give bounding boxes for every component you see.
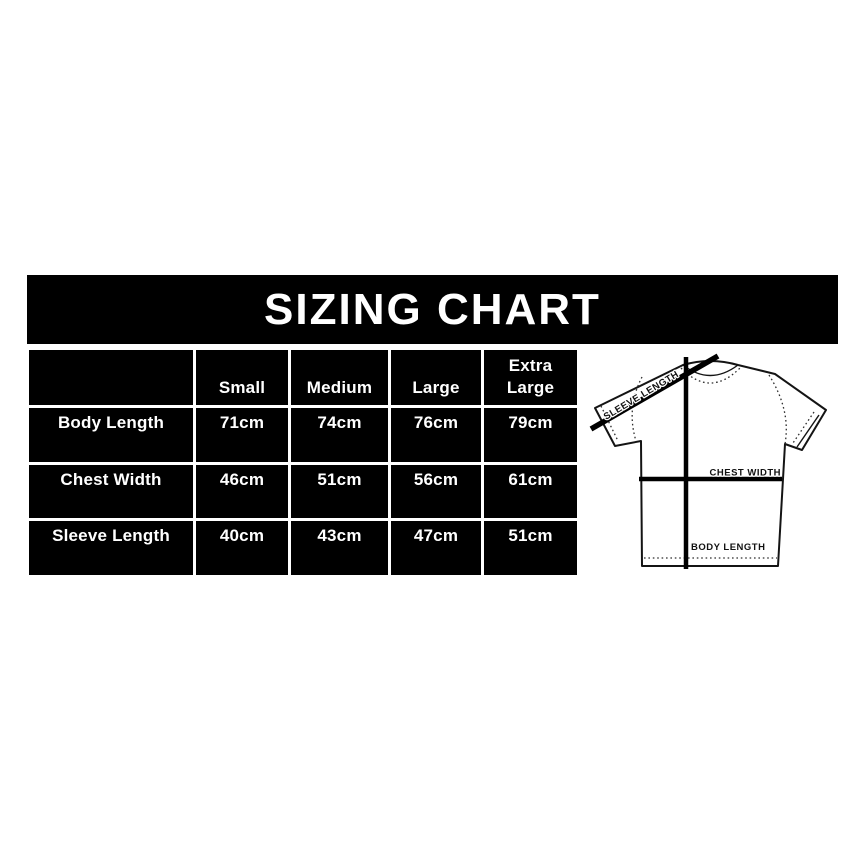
tshirt-outline [594, 360, 827, 567]
col-header-large: Large [391, 350, 481, 405]
cell-chest-width-extra-large: 61cm [484, 465, 577, 518]
body-length-label: BODY LENGTH [691, 542, 765, 553]
cell-sleeve-length-large: 47cm [391, 521, 481, 575]
size-table: Small Medium Large Extra Large Body Leng… [29, 350, 577, 575]
col-header-small: Small [196, 350, 288, 405]
sizing-chart-banner: SIZING CHART [27, 275, 838, 344]
cell-sleeve-length-small: 40cm [196, 521, 288, 575]
cell-chest-width-small: 46cm [196, 465, 288, 518]
right-cuff-stitch [792, 411, 815, 444]
cell-sleeve-length-medium: 43cm [291, 521, 388, 575]
cell-body-length-small: 71cm [196, 408, 288, 462]
tshirt-measurement-diagram: SLEEVE LENGTH CHEST WIDTH BODY LENGTH [589, 353, 827, 569]
row-label-sleeve-length: Sleeve Length [29, 521, 193, 575]
table-corner-cell [29, 350, 193, 405]
sleeve-length-line [589, 353, 720, 432]
right-cuff-hem [796, 414, 820, 448]
cell-chest-width-medium: 51cm [291, 465, 388, 518]
chest-width-label: CHEST WIDTH [710, 468, 781, 479]
row-label-chest-width: Chest Width [29, 465, 193, 518]
cell-body-length-large: 76cm [391, 408, 481, 462]
cell-body-length-extra-large: 79cm [484, 408, 577, 462]
cell-sleeve-length-extra-large: 51cm [484, 521, 577, 575]
page-title: SIZING CHART [264, 284, 601, 334]
col-header-medium: Medium [291, 350, 388, 405]
cell-body-length-medium: 74cm [291, 408, 388, 462]
cell-chest-width-large: 56cm [391, 465, 481, 518]
col-header-extra-large: Extra Large [484, 350, 577, 405]
row-label-body-length: Body Length [29, 408, 193, 462]
right-armhole-stitch [768, 374, 787, 445]
